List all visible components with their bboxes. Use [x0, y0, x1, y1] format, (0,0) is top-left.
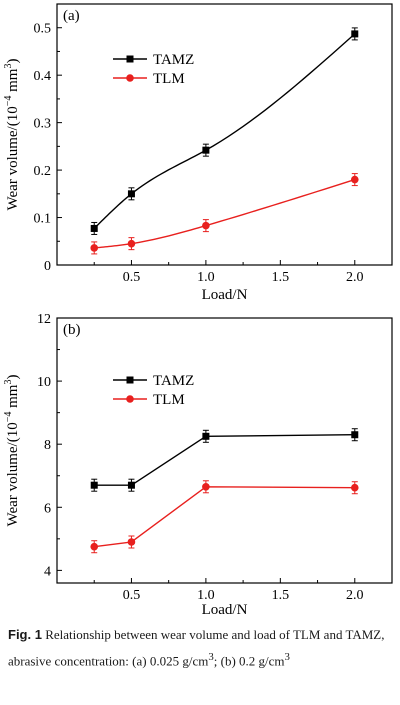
y-tick-label: 4 [44, 564, 51, 579]
x-axis-label: Load/N [202, 602, 248, 618]
y-tick-label: 12 [37, 312, 51, 327]
chart-panel-b: (b) 0.5 1.0 1.5 2.0 4 6 8 10 12 Load/N Wear volume/… [3, 312, 393, 618]
x-axis-label: Load/N [202, 287, 248, 303]
plot-frame [56, 3, 393, 266]
data-point [90, 224, 98, 232]
data-point [202, 432, 210, 440]
y-axis-label-part: −4 [3, 96, 14, 107]
plot-frame [56, 317, 393, 584]
y-tick-label: 0.1 [34, 212, 52, 227]
series-line [93, 33, 356, 229]
data-point [202, 146, 210, 154]
y-tick-label: 0 [44, 259, 51, 274]
y-axis-label-part: 3 [3, 380, 14, 385]
data-point [127, 538, 136, 546]
legend-label: TLM [153, 392, 185, 408]
panel-label: (a) [63, 8, 80, 24]
data-point [202, 221, 210, 230]
caption-text-mid: ; (b) 0.2 g/cm [213, 653, 285, 669]
data-point [90, 244, 99, 252]
data-point [202, 482, 210, 491]
y-tick-label: 10 [37, 375, 51, 390]
data-point [350, 175, 359, 184]
legend-label: TAMZ [153, 373, 194, 389]
y-tick-label: 0.4 [34, 69, 52, 84]
caption-label: Fig. 1 [8, 627, 42, 642]
caption-text: Relationship between wear volume and loa… [8, 627, 385, 669]
y-tick-label: 0.5 [34, 22, 52, 37]
y-axis-label-part: Wear volume/(10 [5, 422, 21, 526]
legend-marker [126, 395, 134, 403]
y-tick-label: 6 [44, 501, 51, 516]
y-tick-label: 0.2 [34, 164, 52, 179]
x-tick-label: 0.5 [123, 270, 141, 285]
data-point [351, 30, 359, 38]
data-point [127, 190, 135, 198]
legend-label: TAMZ [153, 52, 194, 68]
series-tlm [90, 173, 359, 255]
x-tick-label: 2.0 [346, 270, 364, 285]
data-point [351, 431, 359, 439]
series-tamz [90, 428, 359, 492]
x-tick-label: 0.5 [123, 588, 141, 603]
y-axis-label-part: ) [5, 59, 21, 64]
data-point [127, 481, 135, 489]
legend-marker [126, 74, 134, 82]
panel-label: (b) [63, 322, 81, 338]
data-point [350, 483, 359, 492]
data-point [90, 481, 98, 489]
chart-panel-a: (a) 0.5 1.0 1.5 2.0 0 0.1 0.2 0.3 0.4 0.5 Load/N Wea… [3, 3, 393, 303]
y-tick-label: 0.3 [34, 117, 52, 132]
caption-sup-2: 3 [284, 651, 290, 663]
data-point [90, 542, 99, 551]
series-tamz [90, 27, 359, 235]
data-point [127, 239, 136, 248]
series-line [94, 178, 355, 249]
y-axis-label: Wear volume/(10−4 mm3) [3, 59, 21, 211]
legend-label: TLM [153, 71, 185, 87]
y-axis-label-part: mm [5, 68, 21, 95]
series-tlm [90, 480, 359, 554]
caption-sup-1: 3 [208, 651, 214, 663]
series-line [94, 486, 355, 548]
y-axis-label-part: Wear volume/(10 [5, 106, 21, 210]
x-tick-label: 1.0 [197, 270, 215, 285]
x-tick-label: 1.0 [197, 588, 215, 603]
y-axis-label-part: ) [5, 375, 21, 380]
y-axis-label-part: −4 [3, 412, 14, 423]
legend-marker [126, 55, 134, 63]
x-tick-label: 1.5 [272, 270, 290, 285]
series-line [94, 434, 355, 486]
figure-caption: Fig. 1 Relationship between wear volume … [8, 624, 392, 672]
x-tick-label: 2.0 [346, 588, 364, 603]
y-axis-label: Wear volume/(10−4 mm3) [3, 375, 21, 527]
y-axis-label-part: mm [5, 384, 21, 411]
x-tick-label: 1.5 [272, 588, 290, 603]
y-axis-label-part: 3 [3, 64, 14, 69]
y-tick-label: 8 [44, 438, 51, 453]
legend-marker [126, 376, 134, 384]
